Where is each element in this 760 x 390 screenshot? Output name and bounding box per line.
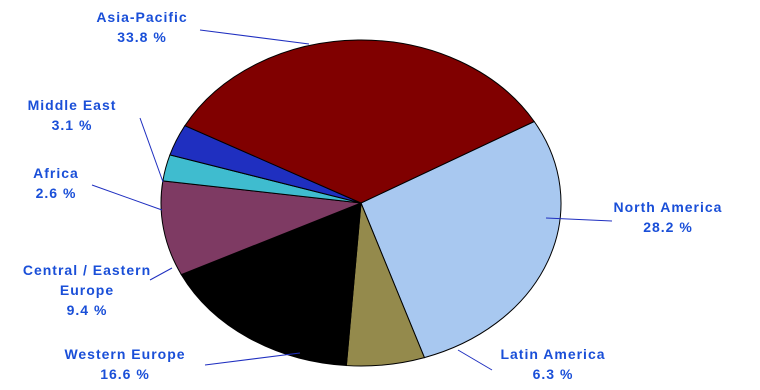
leader-line-asia-pacific: [199, 29, 310, 45]
label-north-america: North America 28.2 %: [614, 199, 723, 235]
label-value-central-eastern-europe: 9.4 %: [67, 302, 108, 318]
label-value-north-america: 28.2 %: [643, 219, 693, 235]
slice-north-america: [360, 120, 562, 359]
leader-line-central-eastern-europe: [149, 267, 173, 281]
label-asia-pacific: Asia-Pacific 33.8 %: [96, 9, 187, 45]
label-value-africa: 2.6 %: [36, 185, 77, 201]
label-central-eastern-europe: Central / Eastern Europe 9.4 %: [23, 262, 151, 318]
leader-line-africa: [91, 184, 163, 211]
leader-lines: [91, 29, 613, 371]
pie-slices: [160, 39, 562, 367]
label-name-central-eastern-europe: Europe: [60, 282, 114, 298]
slice-central-eastern-europe: [160, 180, 362, 276]
label-value-western-europe: 16.6 %: [100, 366, 150, 382]
slice-asia-pacific: [184, 39, 535, 204]
label-name-asia-pacific: Asia-Pacific: [96, 9, 187, 25]
label-value-middle-east: 3.1 %: [52, 117, 93, 133]
label-name-middle-east: Middle East: [28, 97, 117, 113]
label-name-western-europe: Western Europe: [64, 346, 185, 362]
label-name-africa: Africa: [33, 165, 79, 181]
label-western-europe: Western Europe 16.6 %: [64, 346, 185, 382]
label-value-latin-america: 6.3 %: [533, 366, 574, 382]
leader-line-western-europe: [204, 352, 301, 366]
label-value-asia-pacific: 33.8 %: [117, 29, 167, 45]
leader-line-middle-east: [139, 117, 164, 183]
label-middle-east: Middle East 3.1 %: [28, 97, 117, 133]
leader-line-north-america: [545, 217, 613, 222]
label-name-central-eastern-europe: Central / Eastern: [23, 262, 151, 278]
slice-western-europe: [180, 202, 362, 367]
slice-labels: North America 28.2 % Latin America 6.3 % Wes…: [23, 9, 723, 382]
label-latin-america: Latin America 6.3 %: [500, 346, 605, 382]
leader-line-latin-america: [457, 349, 493, 371]
label-africa: Africa 2.6 %: [33, 165, 79, 201]
label-name-north-america: North America: [614, 199, 723, 215]
label-name-latin-america: Latin America: [500, 346, 605, 362]
